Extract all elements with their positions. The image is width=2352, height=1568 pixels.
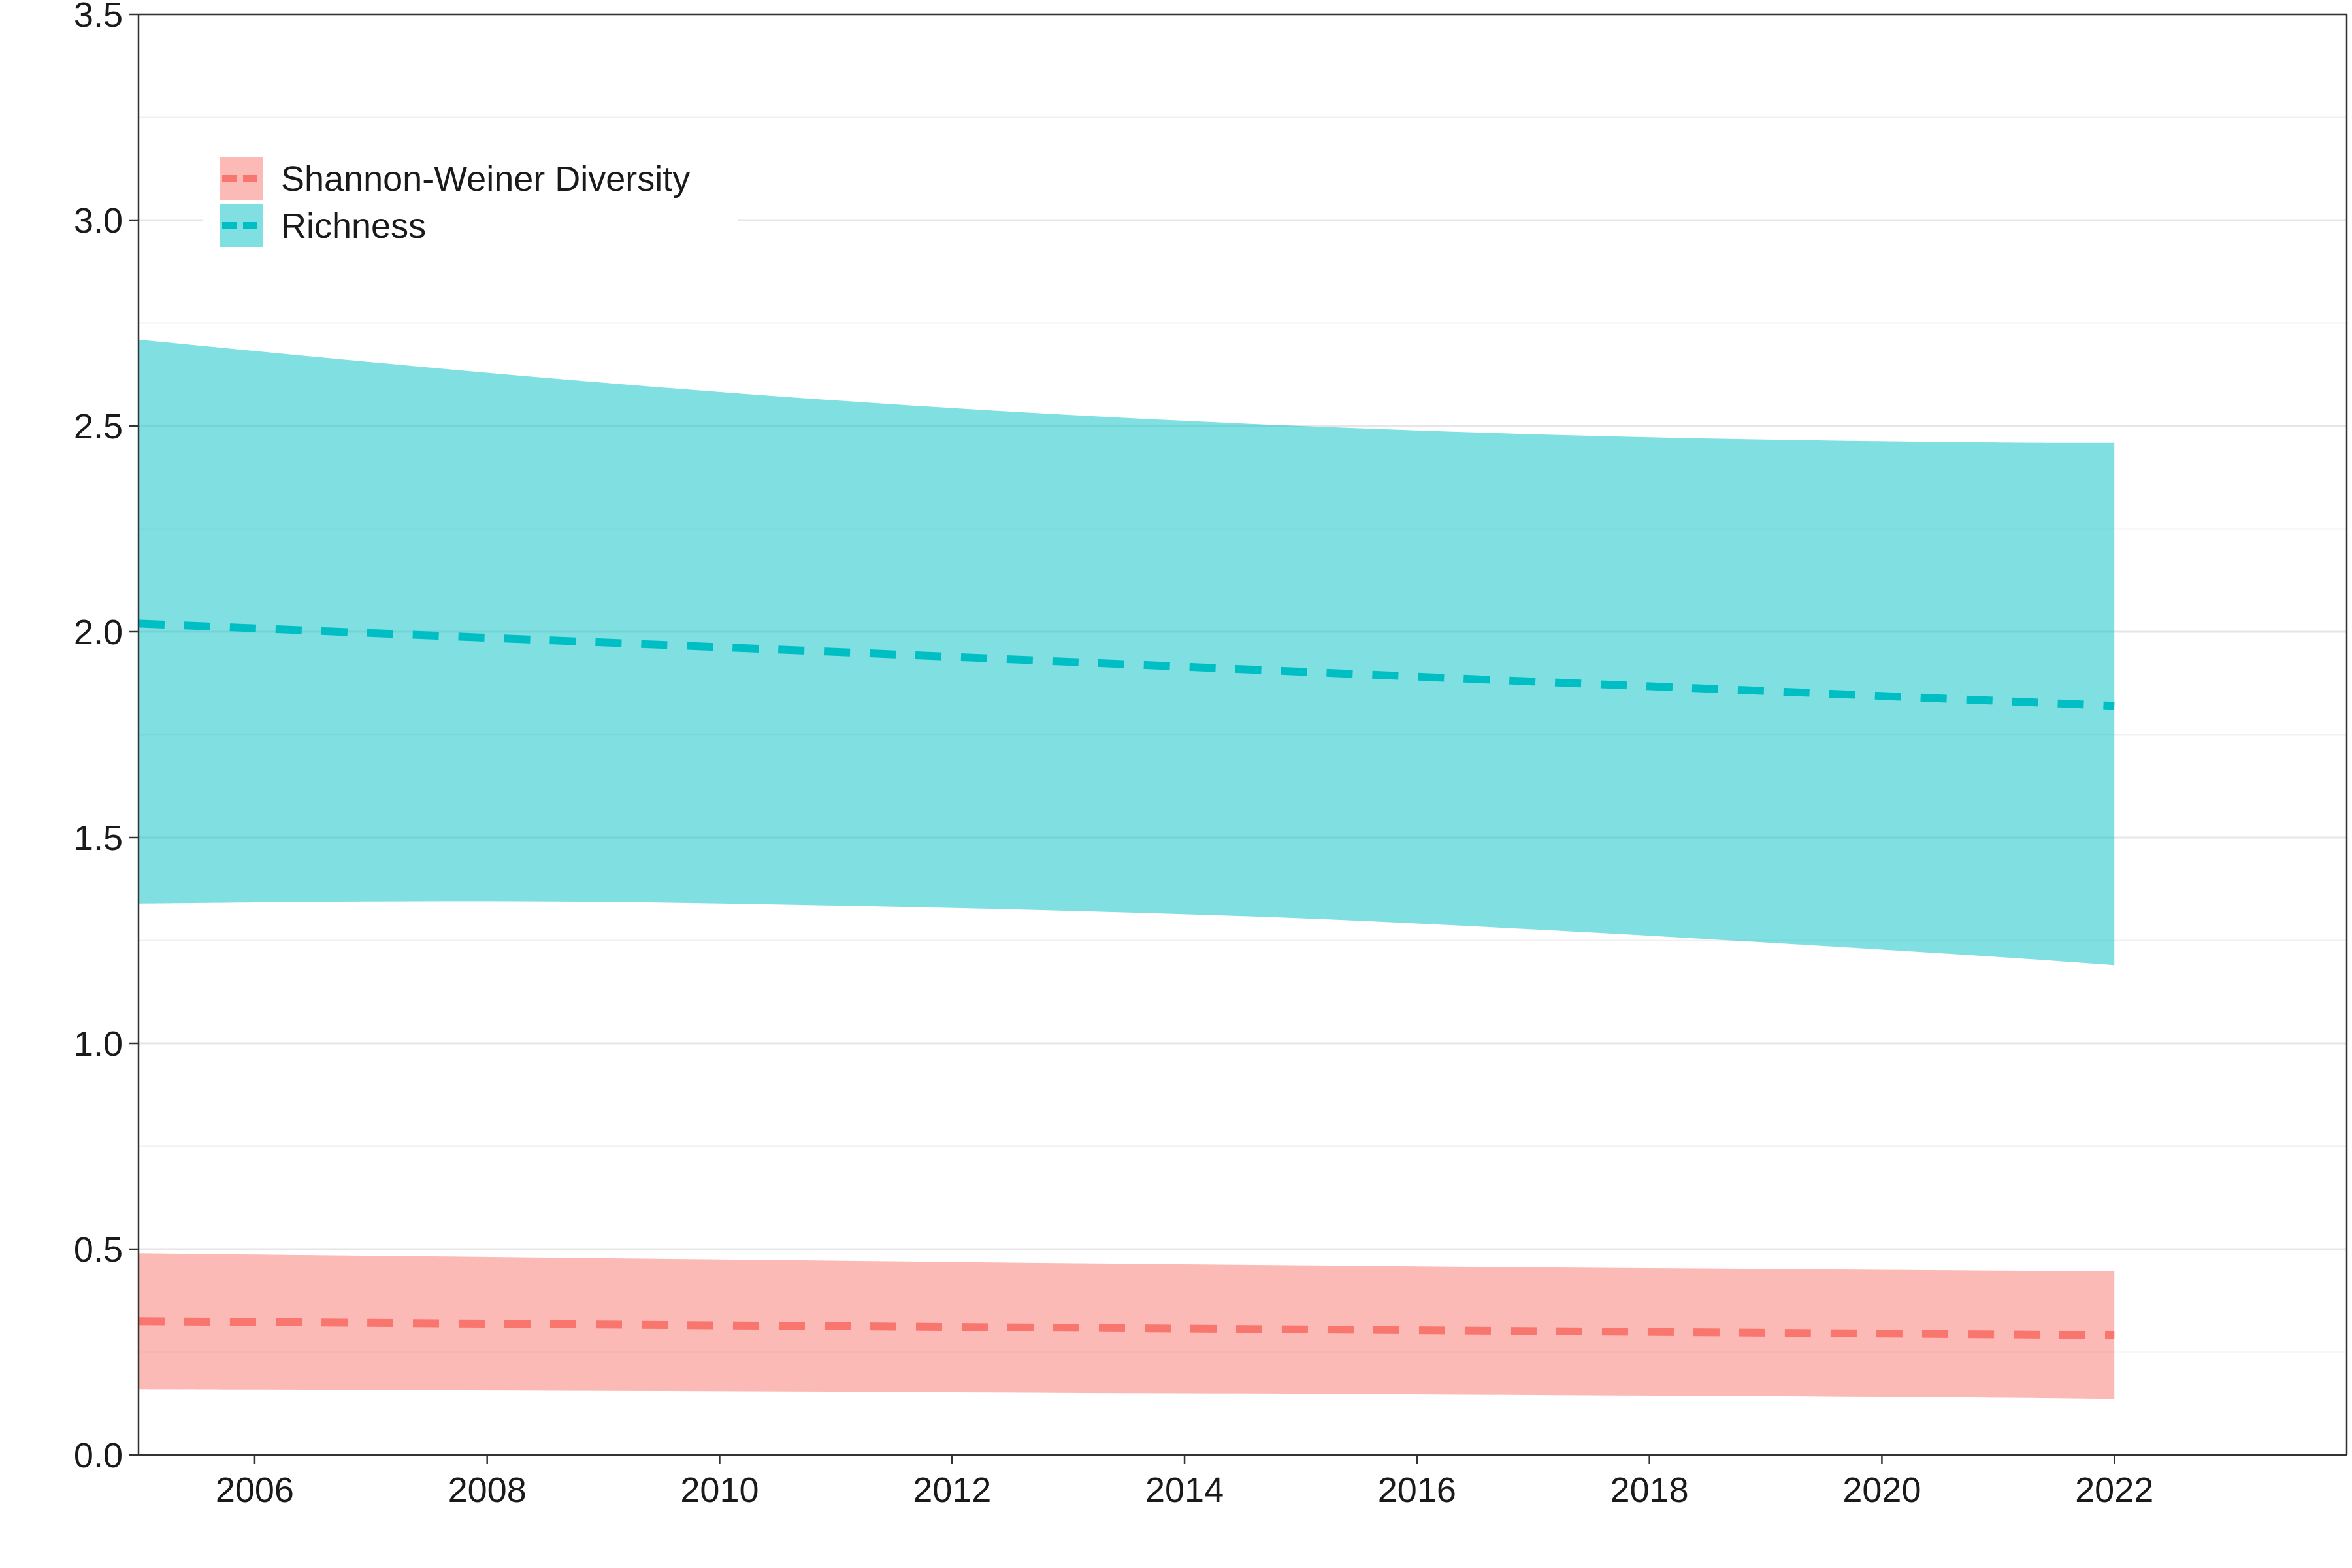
fit-line-shannon-weiner-diversity: [138, 1317, 2115, 1339]
confidence-band-richness: [139, 339, 2115, 966]
y-tick-label: 2.5: [74, 407, 123, 446]
fit-lines: [138, 619, 2115, 1339]
x-tick-label: 2012: [913, 1471, 991, 1510]
y-tick-label: 0.0: [74, 1436, 123, 1475]
legend: Shannon-Weiner Diversity Richness: [203, 140, 738, 252]
x-tick-label: 2008: [448, 1471, 527, 1510]
legend-background: [203, 140, 738, 252]
y-tick-label: 3.0: [74, 201, 123, 240]
confidence-band-shannon-weiner-diversity: [139, 1253, 2115, 1399]
y-tick-label: 2.0: [74, 613, 123, 652]
fit-line-richness: [138, 619, 2115, 710]
y-tick-label: 1.0: [74, 1024, 123, 1064]
y-tick-label: 1.5: [74, 819, 123, 858]
legend-label: Richness: [281, 206, 426, 246]
x-tick-label: 2016: [1378, 1471, 1456, 1510]
x-tick-label: 2014: [1145, 1471, 1224, 1510]
confidence-bands: [139, 339, 2115, 1399]
y-tick-label: 3.5: [74, 0, 123, 35]
x-tick-label: 2010: [680, 1471, 759, 1510]
y-axis-ticks: 0.0 0.5 1.0 1.5 2.0 2.5 3.0 3.5: [74, 0, 139, 1475]
x-tick-label: 2022: [2075, 1471, 2153, 1510]
x-tick-label: 2020: [1842, 1471, 1921, 1510]
y-tick-label: 0.5: [74, 1230, 123, 1269]
axes: [137, 13, 2348, 1456]
legend-label: Shannon-Weiner Diversity: [281, 159, 690, 199]
x-tick-label: 2006: [216, 1471, 294, 1510]
x-tick-label: 2018: [1610, 1471, 1689, 1510]
x-axis-ticks: 2006 2008 2010 2012 2014 2016 2018 2020 2022: [216, 1455, 2153, 1510]
